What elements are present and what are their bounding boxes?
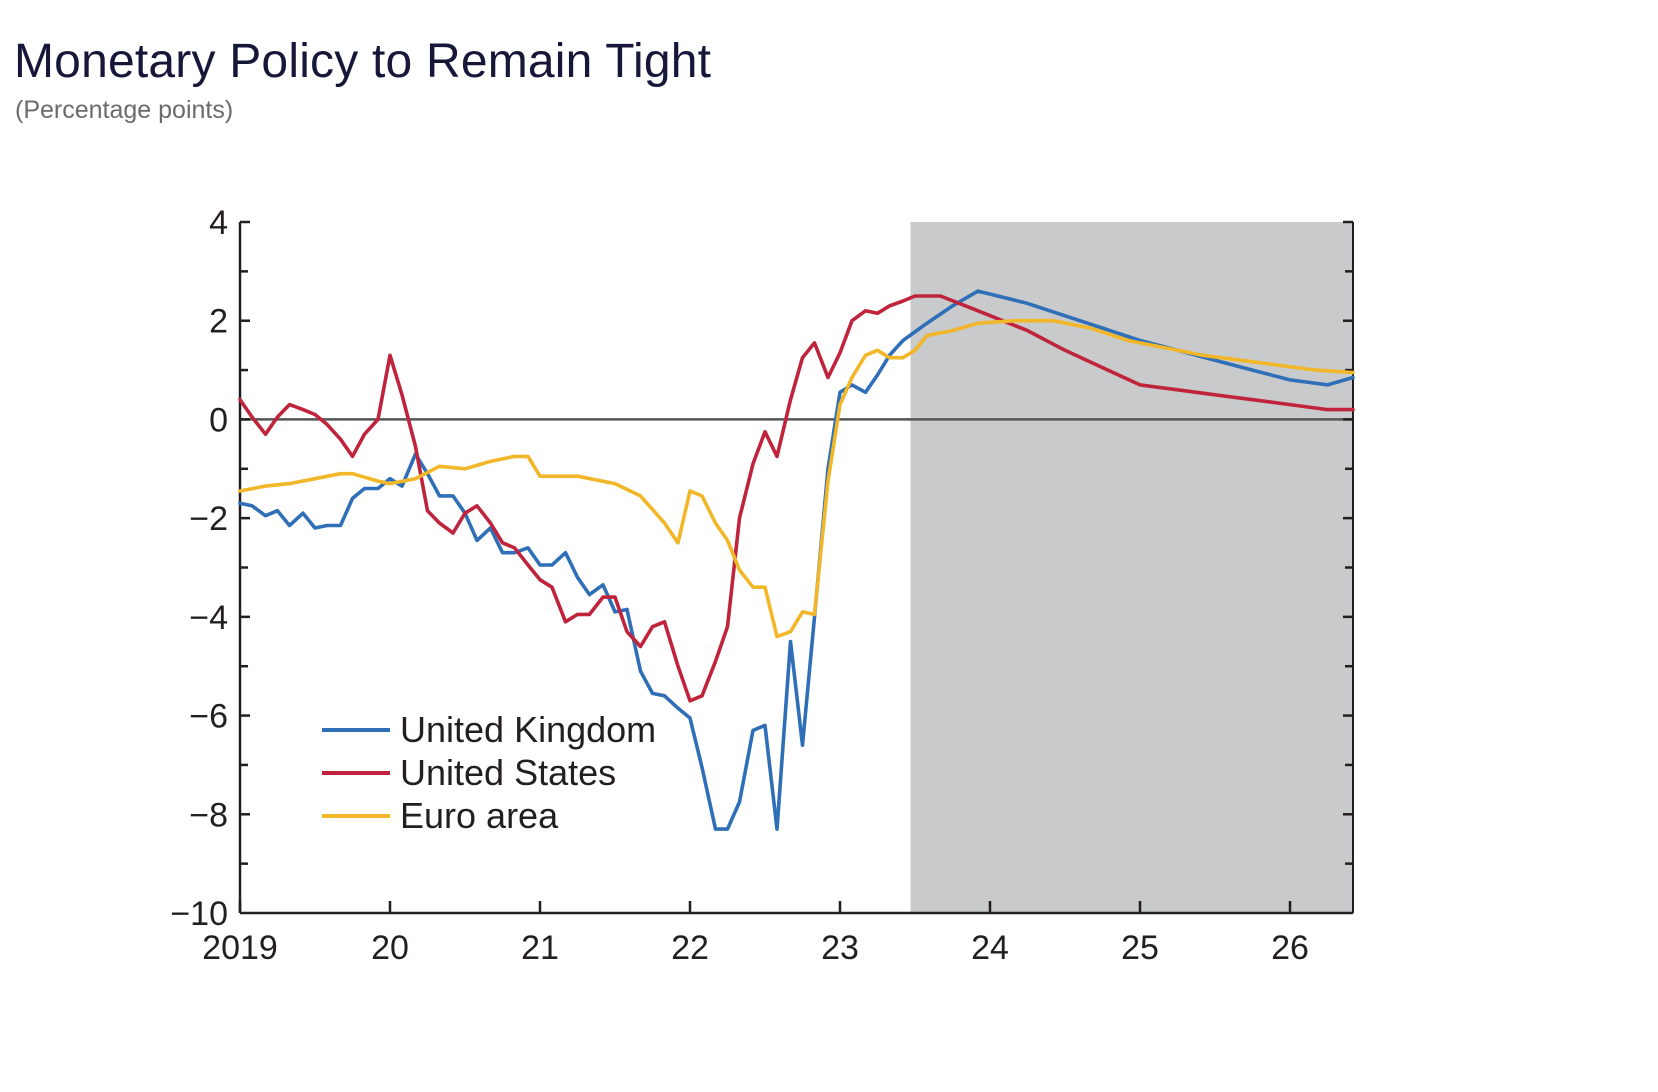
y-tick-label: −8 xyxy=(189,796,228,834)
x-tick-label: 20 xyxy=(371,929,409,967)
series-line-united-states xyxy=(238,294,1355,703)
series-layer xyxy=(238,289,1355,831)
y-tick-label: 2 xyxy=(209,303,228,341)
x-tick-label: 21 xyxy=(521,929,559,967)
legend-label-united-kingdom: United Kingdom xyxy=(400,709,656,750)
series-line-united-kingdom xyxy=(238,289,1355,831)
y-tick-label: −2 xyxy=(189,500,228,538)
x-tick-label: 2019 xyxy=(202,929,278,967)
x-tick-label: 26 xyxy=(1271,929,1309,967)
y-tick-label: −10 xyxy=(170,895,228,933)
x-tick-label: 22 xyxy=(671,929,709,967)
y-tick-label: 0 xyxy=(209,401,228,439)
projection-shade xyxy=(910,222,1353,913)
chart-title: Monetary Policy to Remain Tight xyxy=(14,35,712,88)
x-tick-label: 23 xyxy=(821,929,859,967)
y-tick-label: 4 xyxy=(209,204,228,242)
x-tick-label: 24 xyxy=(971,929,1009,967)
legend-label-euro-area: Euro area xyxy=(400,795,559,836)
y-tick-label: −4 xyxy=(189,599,228,637)
x-tick-label: 25 xyxy=(1121,929,1159,967)
projection-shade-layer xyxy=(910,222,1353,913)
chart-subtitle: (Percentage points) xyxy=(15,96,234,124)
y-tick-label: −6 xyxy=(189,698,228,736)
legend-label-united-states: United States xyxy=(400,752,616,793)
series-line-euro-area xyxy=(238,318,1355,639)
